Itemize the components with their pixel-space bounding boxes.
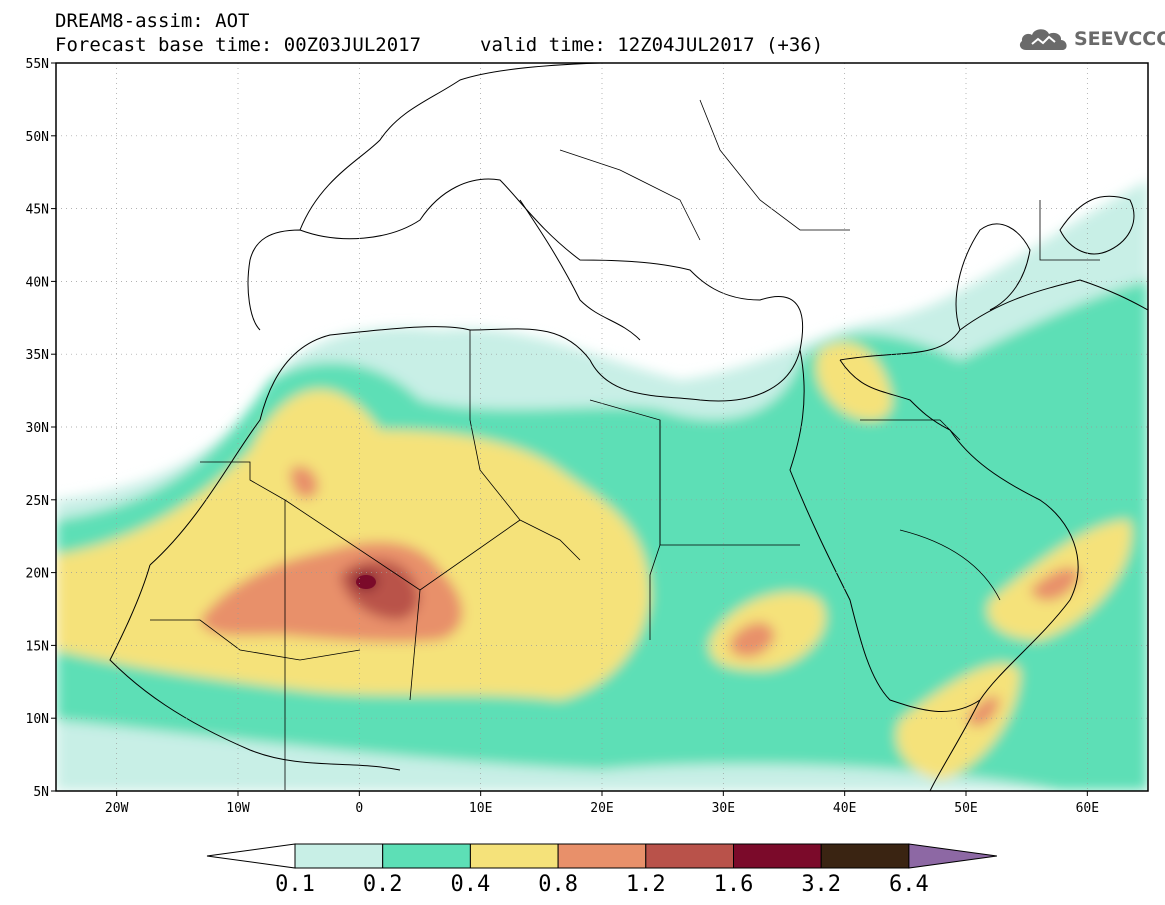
colorbar-label: 0.8 xyxy=(538,872,578,897)
valid-time: valid time: 12Z04JUL2017 (+36) xyxy=(480,34,824,56)
lat-tick-label: 30N xyxy=(26,421,49,436)
forecast-base-time: Forecast base time: 00Z03JUL2017 xyxy=(55,34,422,56)
lon-tick-label: 10E xyxy=(469,801,492,816)
lon-tick-label: 10W xyxy=(226,801,250,816)
lon-tick-label: 0 xyxy=(355,801,363,816)
lat-tick-label: 40N xyxy=(26,275,49,290)
cloud-icon xyxy=(1019,29,1067,50)
colorbar-label: 0.1 xyxy=(275,872,315,897)
seevccc-logo: SEEVCCC xyxy=(1018,22,1165,56)
logo-text: SEEVCCC xyxy=(1074,28,1165,50)
lat-tick-label: 20N xyxy=(26,567,49,582)
colorbar-label: 1.6 xyxy=(714,872,754,897)
lat-tick-label: 25N xyxy=(26,494,49,509)
lon-tick-label: 20E xyxy=(590,801,613,816)
aot-region-0.8b xyxy=(290,466,319,499)
colorbar-label: 0.2 xyxy=(363,872,403,897)
colorbar-swatch xyxy=(820,843,910,869)
lon-tick-labels: 20W 10W 0 10E 20E 30E 40E 50E 60E xyxy=(105,791,1099,816)
aot-region-0.8c xyxy=(730,622,775,658)
colorbar-label: 0.4 xyxy=(451,872,491,897)
colorbar-swatch xyxy=(645,843,734,869)
lon-tick-label: 60E xyxy=(1076,801,1099,816)
aot-region-0.4e xyxy=(896,663,1020,780)
colorbar-swatch xyxy=(206,843,296,869)
colorbar-swatch xyxy=(733,843,822,869)
aot-core xyxy=(356,575,376,589)
colorbar-swatch xyxy=(294,843,384,869)
colorbar-swatch xyxy=(557,843,647,869)
coastlines xyxy=(109,63,1148,791)
lat-tick-label: 15N xyxy=(26,639,49,654)
colorbar-swatch xyxy=(469,843,559,869)
lon-tick-label: 40E xyxy=(833,801,856,816)
lat-tick-label: 55N xyxy=(26,57,49,72)
aot-region-0.8e xyxy=(965,696,1000,727)
colorbar-label: 1.2 xyxy=(626,872,666,897)
lat-tick-label: 50N xyxy=(26,130,49,145)
colorbar-label: 3.2 xyxy=(801,872,841,897)
aot-region-0.8d xyxy=(1030,567,1080,601)
map-title: DREAM8-assim: AOT xyxy=(55,10,250,32)
lat-tick-labels: 55N 50N 45N 40N 35N 30N 25N 20N 15N 10N 5N xyxy=(26,57,56,800)
lat-tick-label: 45N xyxy=(26,203,49,218)
lat-tick-label: 35N xyxy=(26,348,49,363)
lon-tick-label: 50E xyxy=(954,801,977,816)
colorbar-swatch xyxy=(382,843,471,869)
colorbar-swatch xyxy=(908,843,997,869)
lon-tick-label: 20W xyxy=(105,801,129,816)
country-borders xyxy=(150,99,1100,790)
lat-tick-label: 10N xyxy=(26,712,49,727)
gridlines xyxy=(56,63,1148,791)
lat-tick-label: 5N xyxy=(33,785,49,800)
colorbar-label: 6.4 xyxy=(889,872,929,897)
colorbar: 0.1 0.2 0.4 0.8 1.2 1.6 3.2 6.4 xyxy=(206,843,997,897)
lon-tick-label: 30E xyxy=(712,801,735,816)
aot-region-0.4c xyxy=(816,342,892,421)
